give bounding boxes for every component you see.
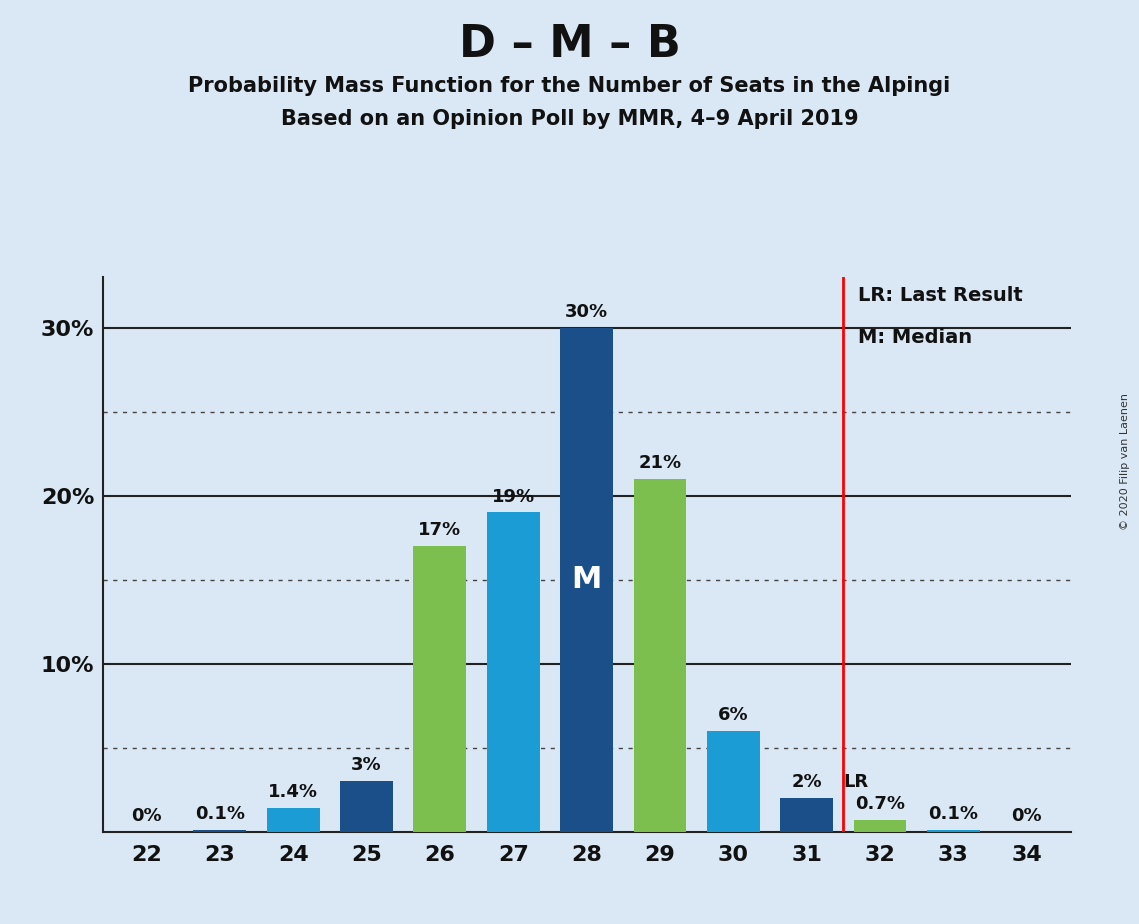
Text: 30%: 30% [565,303,608,321]
Text: Probability Mass Function for the Number of Seats in the Alpingi: Probability Mass Function for the Number… [188,76,951,96]
Text: 0%: 0% [1011,807,1042,825]
Text: LR: LR [843,773,868,791]
Text: 2%: 2% [792,773,822,791]
Text: 0%: 0% [131,807,162,825]
Bar [707,731,760,832]
Text: M: Median: M: Median [858,328,972,346]
Bar [341,781,393,832]
Bar [194,830,246,832]
Bar [413,546,466,832]
Text: M: M [572,565,601,594]
Text: 3%: 3% [351,757,382,774]
Text: 19%: 19% [492,488,535,505]
Text: 1.4%: 1.4% [268,784,318,801]
Text: © 2020 Filip van Laenen: © 2020 Filip van Laenen [1120,394,1130,530]
Text: 0.1%: 0.1% [928,805,978,823]
Bar [633,479,687,832]
Bar [486,513,540,832]
Bar [853,820,907,832]
Bar [780,798,833,832]
Bar [927,830,980,832]
Text: 0.1%: 0.1% [195,805,245,823]
Text: 17%: 17% [418,521,461,540]
Text: Based on an Opinion Poll by MMR, 4–9 April 2019: Based on an Opinion Poll by MMR, 4–9 Apr… [280,109,859,129]
Text: 21%: 21% [638,454,681,472]
Text: LR: Last Result: LR: Last Result [858,286,1023,305]
Bar [267,808,320,832]
Text: 6%: 6% [718,706,748,724]
Bar [560,328,613,832]
Text: 0.7%: 0.7% [855,796,906,813]
Text: D – M – B: D – M – B [459,23,680,67]
